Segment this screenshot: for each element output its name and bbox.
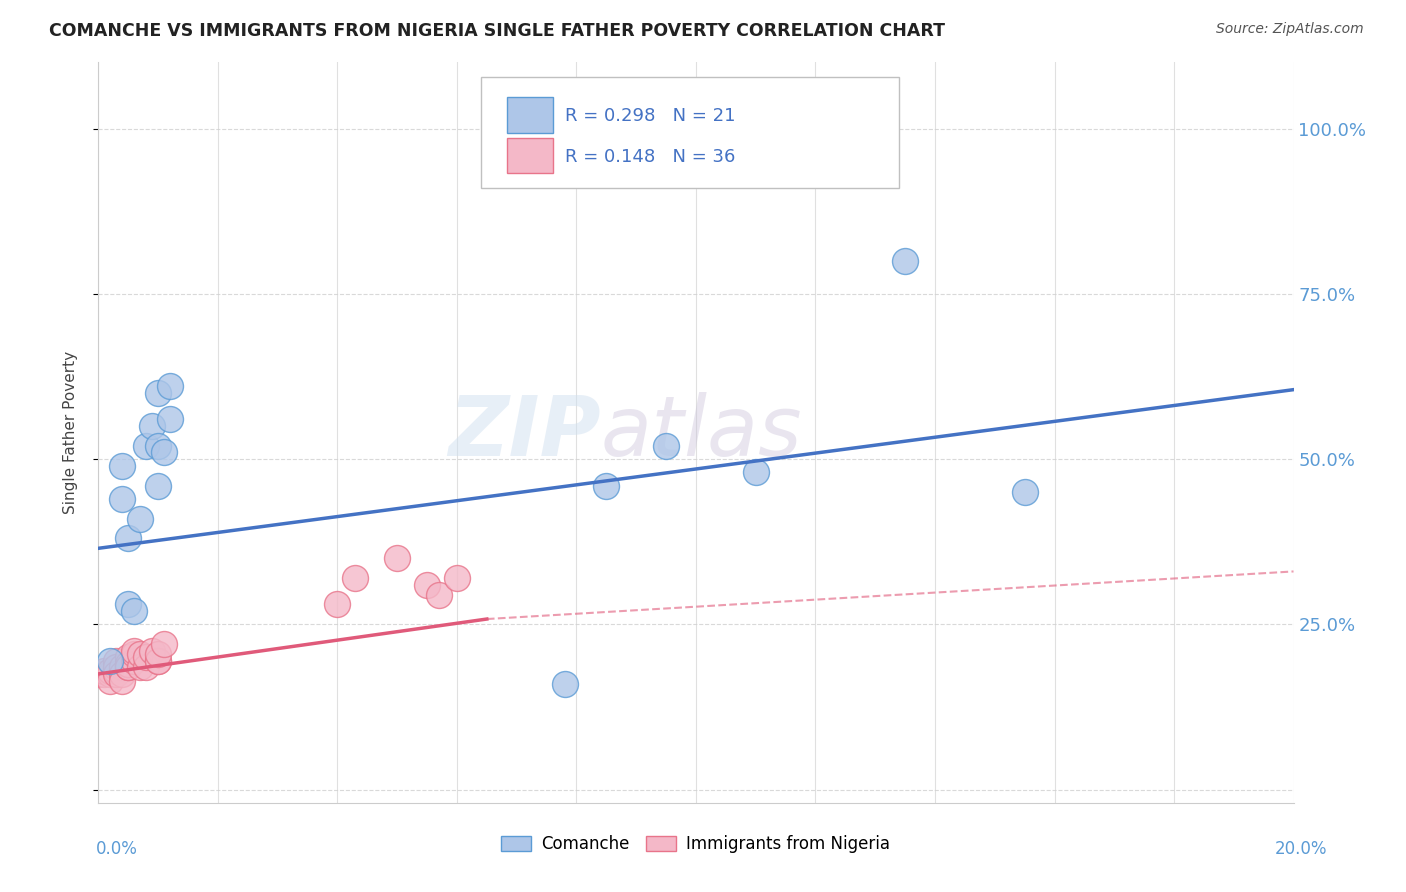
Point [446, 571, 468, 585]
Point [148, 439, 170, 453]
Point [111, 458, 134, 473]
Point [117, 657, 139, 671]
Text: 20.0%: 20.0% [1275, 840, 1327, 858]
Point [87, 666, 110, 681]
Text: atlas: atlas [600, 392, 801, 473]
Point [141, 644, 163, 658]
Point [124, 654, 146, 668]
Point [105, 666, 128, 681]
Point [1014, 485, 1036, 500]
Point [141, 419, 163, 434]
Point [554, 677, 576, 691]
Point [148, 386, 170, 401]
Point [111, 666, 134, 681]
Point [117, 532, 139, 546]
Text: COMANCHE VS IMMIGRANTS FROM NIGERIA SINGLE FATHER POVERTY CORRELATION CHART: COMANCHE VS IMMIGRANTS FROM NIGERIA SING… [49, 22, 945, 40]
Point [98, 664, 122, 678]
Point [148, 654, 170, 668]
Point [105, 654, 128, 668]
Point [117, 657, 139, 671]
Point [129, 660, 152, 674]
Point [124, 604, 146, 618]
Point [148, 654, 170, 668]
Y-axis label: Single Father Poverty: Single Father Poverty [63, 351, 77, 514]
Point [117, 650, 139, 665]
Point [159, 379, 181, 393]
Point [105, 664, 128, 678]
Point [416, 577, 439, 591]
Point [117, 598, 139, 612]
Point [427, 588, 450, 602]
Point [344, 571, 367, 585]
Point [894, 253, 917, 268]
Point [745, 465, 768, 479]
Point [98, 673, 122, 688]
Point [153, 637, 176, 651]
Point [385, 551, 409, 566]
Point [111, 673, 134, 688]
Point [655, 439, 678, 453]
Text: ZIP: ZIP [447, 392, 600, 473]
FancyBboxPatch shape [481, 78, 900, 188]
Point [148, 647, 170, 661]
Point [129, 511, 152, 525]
Text: 0.0%: 0.0% [96, 840, 138, 858]
FancyBboxPatch shape [508, 138, 553, 173]
Point [595, 478, 617, 492]
Point [153, 445, 176, 459]
Point [111, 660, 134, 674]
Point [159, 412, 181, 426]
Point [98, 666, 122, 681]
Point [105, 660, 128, 674]
Point [98, 654, 122, 668]
Point [93, 666, 115, 681]
Point [117, 660, 139, 674]
Text: R = 0.148   N = 36: R = 0.148 N = 36 [565, 147, 735, 166]
Point [111, 491, 134, 506]
Point [148, 478, 170, 492]
Point [326, 598, 349, 612]
Point [124, 647, 146, 661]
Point [124, 644, 146, 658]
Point [117, 660, 139, 674]
Point [93, 664, 115, 678]
FancyBboxPatch shape [508, 97, 553, 133]
Point [135, 650, 157, 665]
Text: R = 0.298   N = 21: R = 0.298 N = 21 [565, 107, 735, 125]
Legend: Comanche, Immigrants from Nigeria: Comanche, Immigrants from Nigeria [494, 826, 898, 861]
Point [129, 647, 152, 661]
Text: Source: ZipAtlas.com: Source: ZipAtlas.com [1216, 22, 1364, 37]
Point [135, 439, 157, 453]
Point [135, 660, 157, 674]
